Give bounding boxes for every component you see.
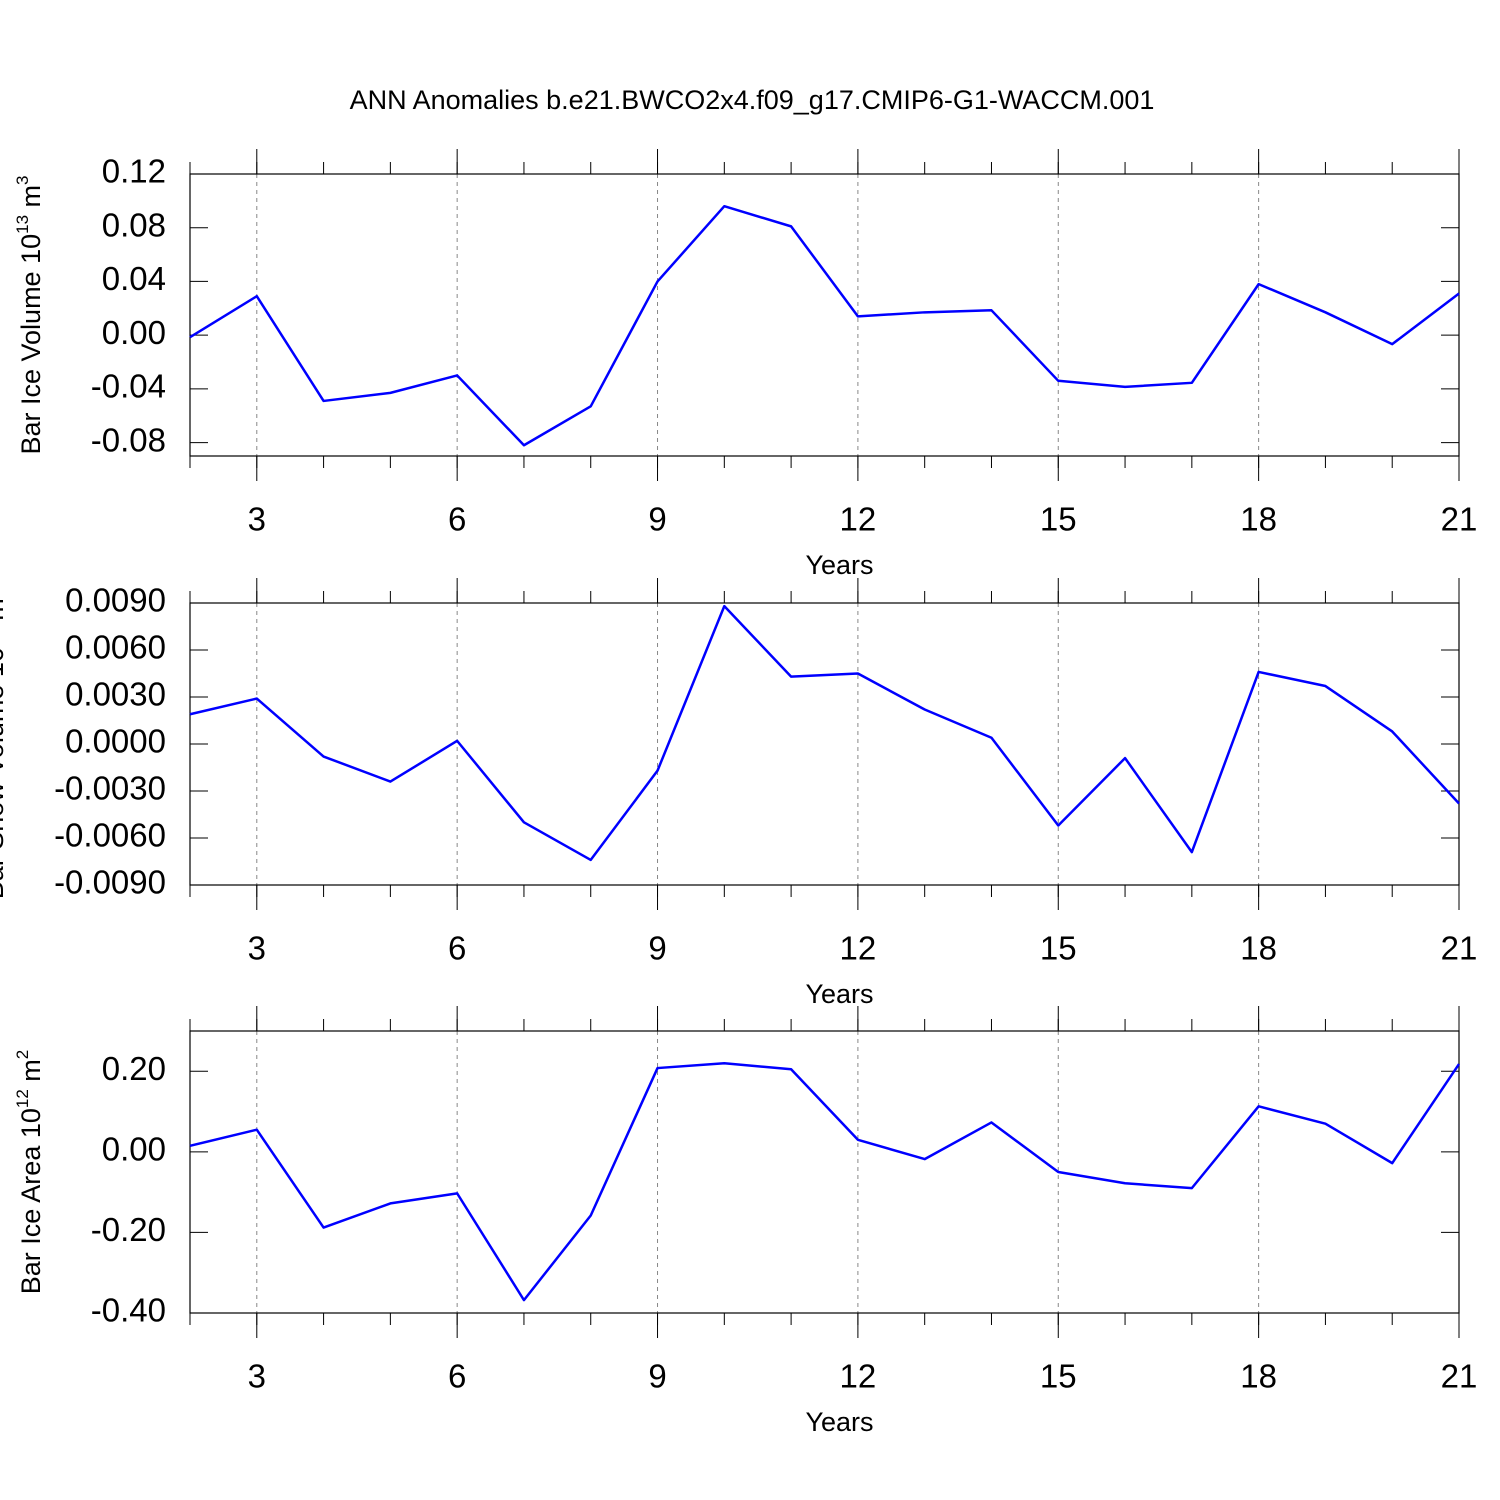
- x-tick-label: 3: [248, 930, 266, 967]
- y-tick-label: 0.12: [102, 153, 166, 190]
- x-tick-label: 9: [648, 501, 666, 538]
- x-tick-label: 6: [448, 1358, 466, 1395]
- x-tick-label: 15: [1040, 930, 1077, 967]
- y-axis-label-part: 3: [13, 175, 32, 184]
- x-axis-label: Years: [805, 550, 873, 580]
- x-tick-label: 9: [648, 930, 666, 967]
- x-tick-label: 6: [448, 930, 466, 967]
- y-tick-label: -0.20: [91, 1211, 166, 1248]
- y-axis-label: Bar Snow Volume 1013 m3: [0, 589, 9, 900]
- x-tick-label: 9: [648, 1358, 666, 1395]
- y-tick-label: -0.40: [91, 1292, 166, 1329]
- data-line: [189, 204, 1460, 447]
- y-axis-label-part: Bar Snow Volume 10: [0, 647, 9, 899]
- y-tick-label: 0.0030: [65, 676, 166, 713]
- y-tick-label: 0.08: [102, 206, 166, 243]
- x-tick-label: 12: [840, 930, 877, 967]
- y-axis-label-part: m: [16, 1059, 46, 1089]
- y-tick-label: -0.04: [91, 368, 166, 405]
- y-axis-label-part: Bar Ice Volume 10: [16, 234, 46, 455]
- x-axis-label: Years: [805, 979, 873, 1009]
- y-axis-label-part: m: [0, 598, 9, 628]
- data-line: [189, 604, 1460, 862]
- plot-frame: [189, 173, 1460, 457]
- chart-title: ANN Anomalies b.e21.BWCO2x4.f09_g17.CMIP…: [350, 85, 1155, 115]
- x-tick-label: 6: [448, 501, 466, 538]
- x-tick-label: 18: [1240, 1358, 1277, 1395]
- x-tick-label: 18: [1240, 501, 1277, 538]
- x-axis-label: Years: [805, 1407, 873, 1437]
- x-tick-label: 15: [1040, 1358, 1077, 1395]
- y-tick-label: 0.0090: [65, 582, 166, 619]
- y-tick-label: -0.0090: [54, 864, 166, 901]
- x-tick-label: 15: [1040, 501, 1077, 538]
- data-line: [189, 1061, 1461, 1302]
- y-tick-label: 0.04: [102, 260, 166, 297]
- x-tick-label: 12: [840, 501, 877, 538]
- y-tick-label: 0.00: [102, 1131, 166, 1168]
- plot-frame: [189, 1030, 1460, 1314]
- y-tick-label: 0.0060: [65, 629, 166, 666]
- y-axis-label-part: m: [16, 185, 46, 215]
- x-tick-label: 12: [840, 1358, 877, 1395]
- y-tick-label: 0.00: [102, 314, 166, 351]
- x-tick-label: 21: [1441, 930, 1478, 967]
- y-axis-label: Bar Ice Volume 1013 m3: [13, 175, 46, 454]
- y-tick-label: -0.0060: [54, 817, 166, 854]
- y-axis-label: Bar Ice Area 1012 m2: [13, 1050, 46, 1295]
- y-tick-label: 0.20: [102, 1050, 166, 1087]
- y-axis-label-part: 12: [13, 1089, 32, 1108]
- y-tick-label: -0.0030: [54, 770, 166, 807]
- x-tick-label: 21: [1441, 501, 1478, 538]
- plot-frame: [189, 602, 1460, 886]
- x-tick-label: 3: [248, 501, 266, 538]
- y-axis-label-part: 2: [13, 1050, 32, 1059]
- x-tick-label: 3: [248, 1358, 266, 1395]
- y-tick-label: -0.08: [91, 421, 166, 458]
- y-axis-label-part: Bar Ice Area 10: [16, 1108, 46, 1294]
- x-tick-label: 21: [1441, 1358, 1478, 1395]
- y-tick-label: 0.0000: [65, 723, 166, 760]
- x-tick-label: 18: [1240, 930, 1277, 967]
- y-axis-label-part: 13: [13, 215, 32, 234]
